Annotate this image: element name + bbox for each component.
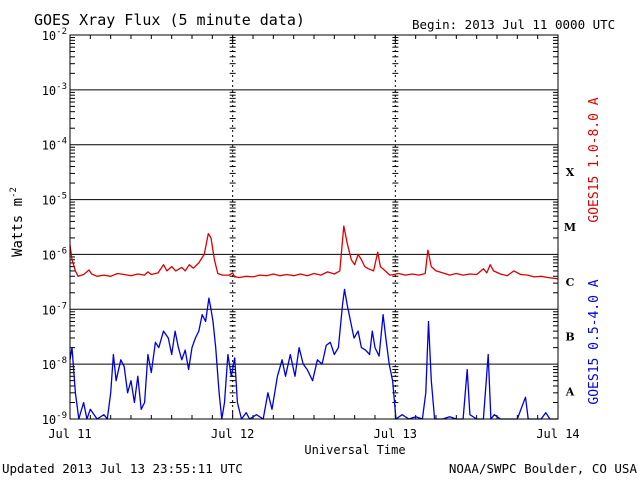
y-tick-exponent: -7 <box>56 301 67 311</box>
y-tick-base: 10 <box>42 194 56 208</box>
x-tick-label: Jul 13 <box>374 427 417 441</box>
flare-class-x: X <box>566 166 575 179</box>
y-tick-exponent: -2 <box>56 27 67 37</box>
y-tick-base: 10 <box>42 84 56 98</box>
begin-time: Begin: 2013 Jul 11 0000 UTC <box>412 17 615 32</box>
y-tick-label: 10-2 <box>42 27 67 43</box>
flare-class-labels: X M C B A <box>564 166 576 398</box>
day-boundary-lines <box>232 35 396 419</box>
y-tick-label: 10-4 <box>42 137 67 153</box>
y-tick-exponent: -6 <box>56 246 67 256</box>
y-tick-label: 10-6 <box>42 246 67 262</box>
chart-title: GOES Xray Flux (5 minute data) <box>34 11 305 29</box>
y-axis-label: Watts m-2 <box>9 187 26 257</box>
flare-class-a: A <box>565 386 575 399</box>
x-tick-label: Jul 14 <box>536 427 579 441</box>
y-tick-label: 10-7 <box>42 301 67 317</box>
updated-timestamp: Updated 2013 Jul 13 23:55:11 UTC <box>2 461 243 476</box>
y-tick-base: 10 <box>42 413 56 427</box>
plot-frame <box>69 34 559 420</box>
y-tick-base: 10 <box>42 29 56 43</box>
x-axis-label: Universal Time <box>304 443 405 457</box>
x-tick-label: Jul 11 <box>48 427 91 441</box>
y-tick-label: 10-3 <box>42 82 67 98</box>
credit-text: NOAA/SWPC Boulder, CO USA <box>449 461 638 476</box>
series-line-0 <box>69 225 559 280</box>
y-axis-label-exponent: -2 <box>9 187 19 198</box>
y-tick-exponent: -4 <box>56 137 67 147</box>
y-tick-exponent: -3 <box>56 82 67 92</box>
legend-short-channel: GOES15 0.5-4.0 A <box>587 279 602 404</box>
flare-class-b: B <box>565 331 574 344</box>
flare-class-c: C <box>566 276 575 289</box>
y-tick-base: 10 <box>42 248 56 262</box>
y-tick-label: 10-5 <box>42 192 67 208</box>
flare-class-m: M <box>564 221 576 234</box>
y-axis-label-text: Watts m <box>10 198 26 257</box>
x-tick-label: Jul 12 <box>211 427 254 441</box>
series-lines <box>69 225 559 420</box>
y-tick-base: 10 <box>42 303 56 317</box>
y-tick-base: 10 <box>42 139 56 153</box>
horizontal-gridlines <box>70 89 558 365</box>
x-tick-labels: Jul 11 Jul 12 Jul 13 Jul 14 <box>48 427 579 441</box>
y-tick-labels: 10-210-310-410-510-610-710-810-9 <box>42 27 67 427</box>
y-tick-exponent: -9 <box>56 411 67 421</box>
y-tick-exponent: -5 <box>56 192 67 202</box>
y-tick-exponent: -8 <box>56 356 67 366</box>
series-line-1 <box>69 288 558 420</box>
y-tick-label: 10-9 <box>42 411 67 427</box>
y-tick-base: 10 <box>42 358 56 372</box>
legend-long-channel: GOES15 1.0-8.0 A <box>587 97 602 222</box>
y-tick-label: 10-8 <box>42 356 67 372</box>
